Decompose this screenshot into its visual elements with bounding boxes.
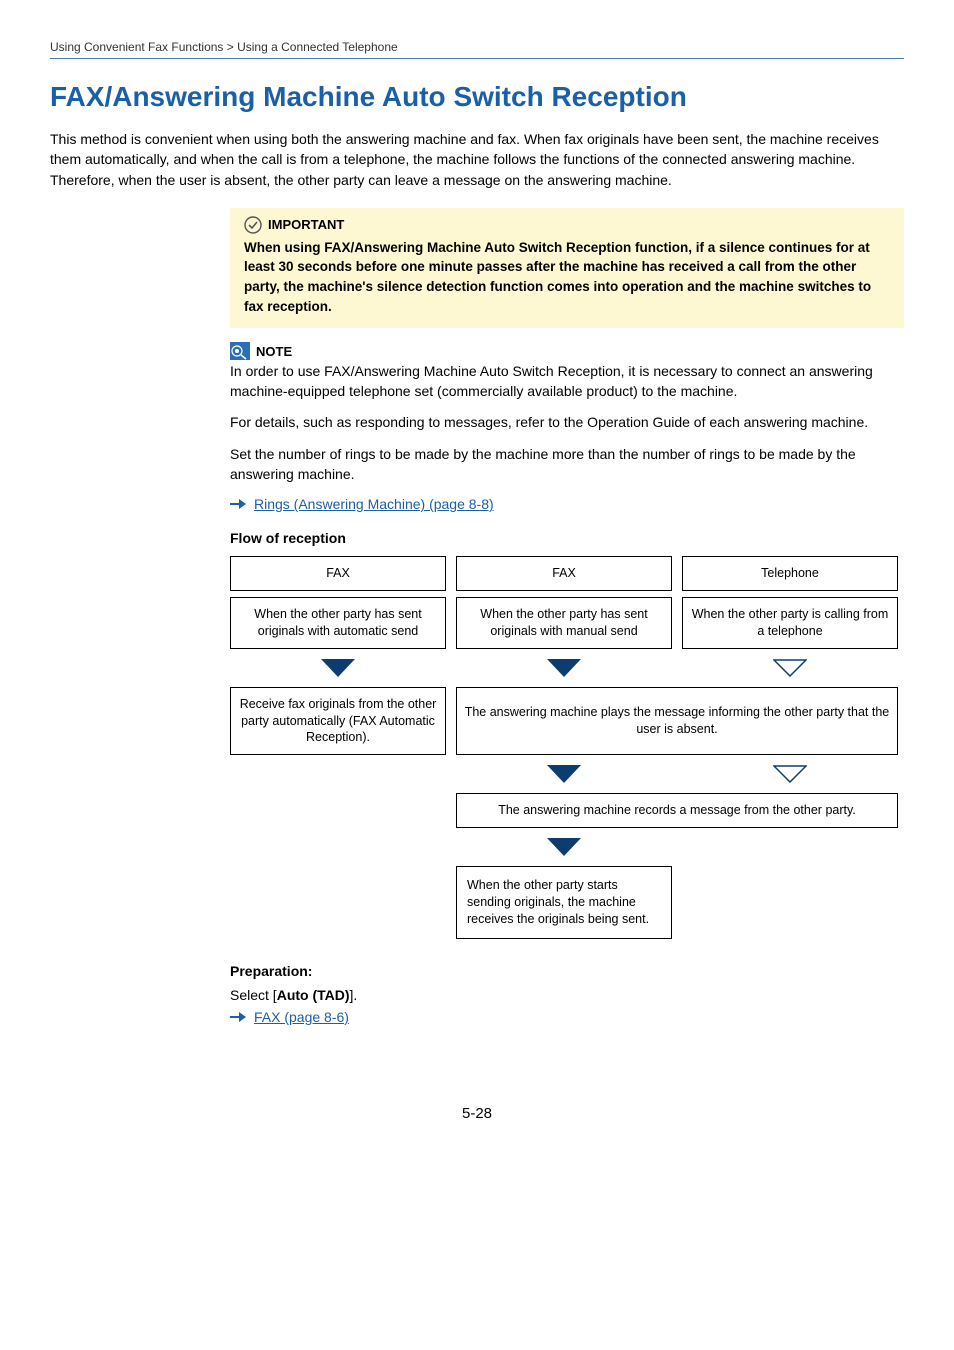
flow-r2-b: When the other party has sent originals … bbox=[456, 597, 672, 649]
important-label: IMPORTANT bbox=[268, 217, 344, 232]
breadcrumb: Using Convenient Fax Functions > Using a… bbox=[50, 40, 904, 54]
flow-r2-a: When the other party has sent originals … bbox=[230, 597, 446, 649]
flow-r4-bc: The answering machine records a message … bbox=[456, 793, 898, 828]
arrow-down-solid-icon bbox=[547, 765, 581, 783]
flow-row-4: The answering machine records a message … bbox=[230, 793, 904, 828]
arrow-right-icon bbox=[230, 1011, 246, 1023]
prep-after: ]. bbox=[350, 987, 358, 1003]
arrow-down-solid-icon bbox=[547, 838, 581, 856]
note-icon bbox=[230, 342, 250, 360]
arrow-down-solid-icon bbox=[321, 659, 355, 677]
flow-row-1: FAX FAX Telephone bbox=[230, 556, 904, 591]
preparation-text: Select [Auto (TAD)]. bbox=[230, 987, 904, 1003]
prep-before: Select [ bbox=[230, 987, 277, 1003]
fax-link[interactable]: FAX (page 8-6) bbox=[254, 1009, 349, 1025]
flow-row-3: Receive fax originals from the other par… bbox=[230, 687, 904, 756]
flow-heading: Flow of reception bbox=[230, 530, 904, 546]
breadcrumb-divider bbox=[50, 58, 904, 59]
arrow-right-icon bbox=[230, 498, 246, 510]
flow-row-5: When the other party starts sending orig… bbox=[230, 866, 904, 939]
flow-r1-b: FAX bbox=[456, 556, 672, 591]
page-number: 5-28 bbox=[50, 1105, 904, 1122]
flow-r3-bc: The answering machine plays the message … bbox=[456, 687, 898, 756]
flow-r2-c: When the other party is calling from a t… bbox=[682, 597, 898, 649]
note-label: NOTE bbox=[256, 344, 292, 359]
flow-r1-c: Telephone bbox=[682, 556, 898, 591]
flow-r3-a: Receive fax originals from the other par… bbox=[230, 687, 446, 756]
arrow-row-3 bbox=[230, 834, 904, 860]
arrow-row-1 bbox=[230, 655, 904, 681]
note-p1: In order to use FAX/Answering Machine Au… bbox=[230, 362, 904, 401]
important-text: When using FAX/Answering Machine Auto Sw… bbox=[244, 238, 890, 316]
intro-paragraph: This method is convenient when using bot… bbox=[50, 129, 904, 190]
arrow-down-outline-icon bbox=[773, 765, 807, 783]
flow-r5-b: When the other party starts sending orig… bbox=[456, 866, 672, 939]
flow-row-2: When the other party has sent originals … bbox=[230, 597, 904, 649]
important-callout: IMPORTANT When using FAX/Answering Machi… bbox=[230, 208, 904, 328]
preparation-heading: Preparation: bbox=[230, 963, 904, 979]
arrow-down-solid-icon bbox=[547, 659, 581, 677]
note-p3: Set the number of rings to be made by th… bbox=[230, 445, 904, 484]
flow-r1-a: FAX bbox=[230, 556, 446, 591]
prep-bold: Auto (TAD) bbox=[277, 987, 350, 1003]
arrow-row-2 bbox=[230, 761, 904, 787]
note-p2: For details, such as responding to messa… bbox=[230, 413, 904, 433]
arrow-down-outline-icon bbox=[773, 659, 807, 677]
rings-link[interactable]: Rings (Answering Machine) (page 8-8) bbox=[254, 496, 494, 512]
checkmark-circle-icon bbox=[244, 216, 262, 234]
page-title: FAX/Answering Machine Auto Switch Recept… bbox=[50, 81, 904, 113]
